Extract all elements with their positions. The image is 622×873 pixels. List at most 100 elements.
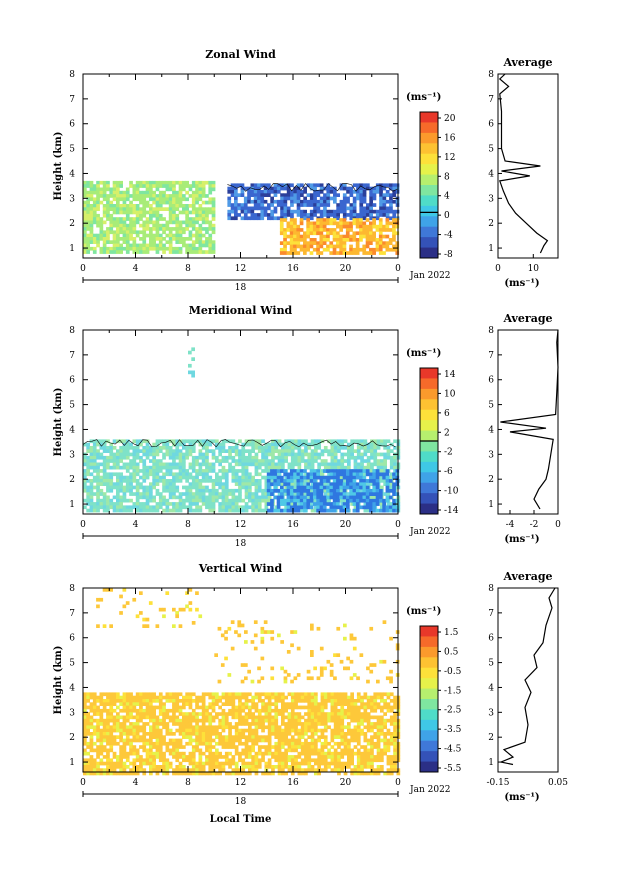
heatmap-cell bbox=[168, 446, 173, 450]
heatmap-cell bbox=[165, 722, 170, 726]
heatmap-cell bbox=[112, 184, 117, 188]
heatmap-cell bbox=[178, 194, 183, 198]
heatmap-cell bbox=[380, 442, 384, 447]
heatmap-cell bbox=[89, 204, 94, 208]
colorbar-swatch bbox=[420, 430, 438, 442]
heatmap-cell bbox=[221, 715, 226, 720]
heatmap-cell bbox=[393, 702, 397, 706]
heatmap-cell bbox=[109, 465, 114, 470]
heatmap-cell bbox=[191, 240, 196, 244]
heatmap-cell bbox=[116, 465, 120, 470]
heatmap-cell bbox=[300, 439, 305, 444]
heatmap-cell bbox=[195, 495, 199, 500]
heatmap-cell bbox=[231, 708, 236, 713]
heatmap-cell bbox=[386, 728, 391, 733]
heatmap-cell bbox=[392, 199, 397, 204]
heatmap-cell bbox=[359, 186, 364, 191]
x-tick-label: 8 bbox=[185, 264, 191, 274]
heatmap-cell bbox=[132, 472, 137, 477]
heatmap-cell bbox=[362, 482, 367, 487]
heatmap-cell bbox=[195, 462, 199, 467]
heatmap-cell bbox=[386, 492, 391, 496]
heatmap-cell bbox=[322, 502, 327, 506]
heatmap-cell bbox=[231, 692, 236, 697]
heatmap-cell bbox=[303, 196, 307, 201]
heatmap-cell bbox=[112, 237, 117, 241]
heatmap-cell bbox=[271, 449, 275, 453]
heatmap-cell bbox=[86, 462, 90, 467]
heatmap-cell bbox=[205, 708, 209, 713]
heatmap-cell bbox=[393, 722, 397, 726]
heatmap-cell bbox=[139, 735, 143, 739]
heatmap-cell bbox=[158, 243, 163, 248]
heatmap-cell bbox=[251, 492, 255, 496]
heatmap-cell bbox=[310, 722, 315, 726]
heatmap-cell bbox=[195, 741, 199, 746]
heatmap-cell bbox=[253, 213, 258, 217]
heatmap-cell bbox=[352, 218, 357, 222]
heatmap-cell bbox=[244, 482, 249, 486]
heatmap-cell bbox=[165, 227, 170, 231]
heatmap-cell bbox=[307, 695, 312, 700]
heatmap-cell bbox=[116, 439, 120, 444]
heatmap-cell bbox=[373, 446, 378, 450]
heatmap-cell bbox=[119, 250, 123, 254]
heatmap-cell bbox=[238, 469, 242, 473]
heatmap-cell bbox=[182, 735, 186, 739]
heatmap-cell bbox=[366, 186, 370, 191]
heatmap-cell bbox=[316, 247, 320, 252]
heatmap-cell bbox=[393, 455, 397, 460]
heatmap-cell bbox=[385, 508, 390, 513]
heatmap-cell bbox=[168, 492, 173, 496]
heatmap-cell bbox=[119, 745, 123, 749]
heatmap-cell bbox=[263, 183, 268, 188]
heatmap-cell bbox=[294, 745, 298, 749]
heatmap-cell bbox=[102, 230, 107, 235]
heatmap-cell bbox=[215, 699, 219, 703]
heatmap-cell bbox=[122, 237, 127, 241]
heatmap-cell bbox=[175, 745, 180, 749]
heatmap-cell bbox=[332, 231, 337, 236]
heatmap-cell bbox=[309, 224, 314, 229]
heatmap-cell bbox=[109, 708, 114, 713]
heatmap-cell bbox=[276, 216, 281, 221]
heatmap-cell bbox=[284, 702, 288, 706]
heatmap-cell bbox=[122, 715, 127, 720]
heatmap-cell bbox=[205, 250, 209, 254]
heatmap-cell bbox=[178, 200, 183, 205]
heatmap-cell bbox=[129, 692, 133, 697]
heatmap-cell bbox=[142, 695, 147, 700]
heatmap-cell bbox=[383, 442, 387, 447]
heatmap-cell bbox=[327, 692, 331, 697]
heatmap-cell bbox=[224, 439, 229, 444]
heatmap-cell bbox=[317, 442, 321, 447]
heatmap-cell bbox=[185, 207, 189, 211]
heatmap-cell bbox=[132, 462, 137, 467]
heatmap-cell bbox=[389, 203, 393, 207]
heatmap-cell bbox=[191, 243, 196, 248]
heatmap-cell bbox=[145, 250, 150, 254]
heatmap-cell bbox=[382, 199, 387, 204]
heatmap-cell bbox=[168, 692, 173, 697]
heatmap-cell bbox=[266, 475, 271, 480]
heatmap-cell bbox=[248, 485, 252, 490]
heatmap-cell bbox=[363, 695, 368, 700]
heatmap-cell bbox=[102, 699, 107, 703]
heatmap-cell bbox=[340, 718, 345, 723]
heatmap-cell bbox=[185, 250, 189, 254]
heatmap-cell bbox=[359, 203, 364, 207]
heatmap-cell bbox=[96, 495, 100, 500]
heatmap-cell bbox=[92, 502, 97, 506]
heatmap-cell bbox=[152, 452, 156, 457]
heatmap-cell bbox=[142, 722, 147, 726]
heatmap-cell bbox=[352, 183, 357, 188]
heatmap-cell bbox=[86, 692, 90, 697]
heatmap-cell bbox=[155, 488, 160, 493]
heatmap-cell bbox=[365, 479, 370, 483]
heatmap-cell bbox=[389, 462, 394, 467]
heatmap-cell bbox=[149, 712, 153, 716]
heatmap-cell bbox=[102, 250, 107, 254]
heatmap-cell bbox=[152, 715, 156, 720]
heatmap-cell bbox=[83, 187, 87, 192]
heatmap-cell bbox=[231, 488, 236, 493]
